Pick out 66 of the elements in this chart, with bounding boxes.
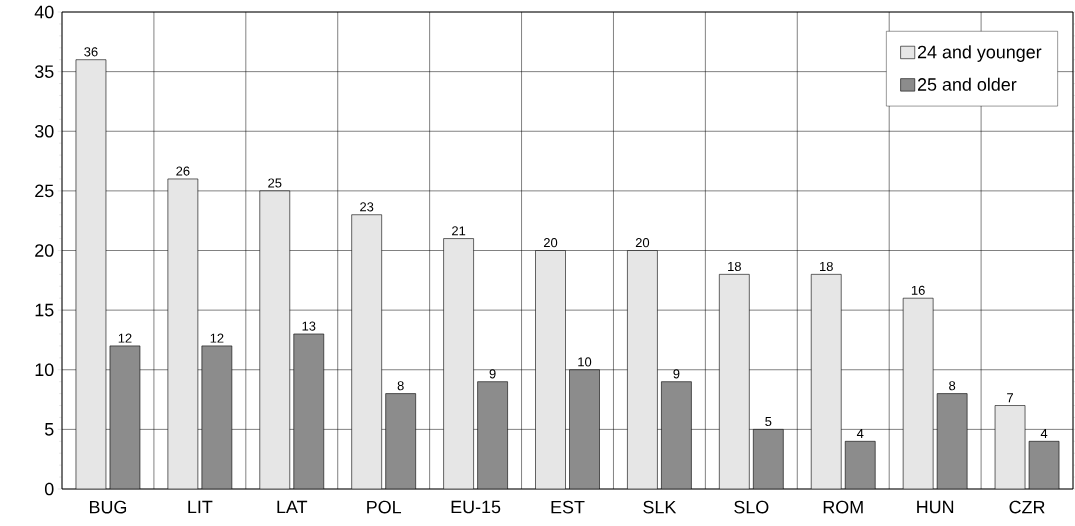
bar [477,381,508,489]
data-label: 10 [578,357,592,367]
data-label: 13 [302,321,316,331]
x-tick-label: HUN [917,500,954,514]
y-tick-label: 25 [35,184,54,198]
y-tick-label: 5 [44,423,54,436]
y-tick-label: 20 [35,244,54,257]
bar [385,393,416,489]
data-label: 12 [210,333,224,343]
y-tick-label: 30 [34,124,54,138]
data-label: 26 [176,166,190,176]
bar [293,333,325,489]
bar [627,250,658,489]
bar [75,59,107,489]
legend-label: 24 and younger [917,45,1042,62]
bar [109,345,141,489]
data-label: 4 [1040,429,1048,439]
legend-label: 25 and older [917,77,1017,91]
data-label: 20 [543,238,558,248]
x-tick-label: POL [367,500,402,514]
bar [936,393,968,489]
data-label: 8 [949,381,956,391]
data-label: 20 [635,238,650,248]
bar [994,405,1026,489]
y-tick-label: 15 [35,303,54,317]
data-label: 12 [118,333,132,343]
data-label: 21 [452,226,466,236]
data-label: 18 [728,261,741,272]
bar [167,178,199,489]
data-label: 5 [765,417,772,427]
bar [719,274,750,489]
data-label: 18 [820,261,833,272]
x-tick-label: BUG [89,500,127,514]
data-label: 9 [673,369,680,379]
x-tick-label: CZR [1009,500,1045,514]
bar [201,345,233,489]
bar [569,369,600,489]
x-tick-label: SLO [734,500,769,514]
bar [1028,441,1060,489]
x-tick-label: LAT [277,500,308,514]
x-tick-label: SLK [643,500,677,514]
data-label: 36 [84,47,98,57]
y-tick-label: 10 [35,363,54,377]
bar [810,274,842,489]
data-label: 25 [268,178,282,188]
data-label: 8 [397,381,404,391]
bar [351,214,382,489]
bar [844,441,876,489]
bar [753,429,784,489]
x-tick-label: ROM [823,500,863,514]
y-tick-label: 35 [34,65,54,78]
bar [661,381,692,489]
data-label: 4 [856,429,864,439]
x-tick-label: EU-15 [451,500,501,514]
bar [902,297,934,489]
data-label: 16 [911,285,925,295]
bar [443,238,474,489]
data-label: 23 [360,202,374,212]
data-label: 9 [489,369,496,379]
bar [535,250,566,489]
x-tick-label: LIT [188,500,213,514]
x-tick-label: EST [551,500,585,514]
y-tick-label: 40 [34,5,54,19]
bar [259,190,291,489]
data-label: 7 [1007,393,1013,403]
y-tick-label: 0 [44,482,54,496]
